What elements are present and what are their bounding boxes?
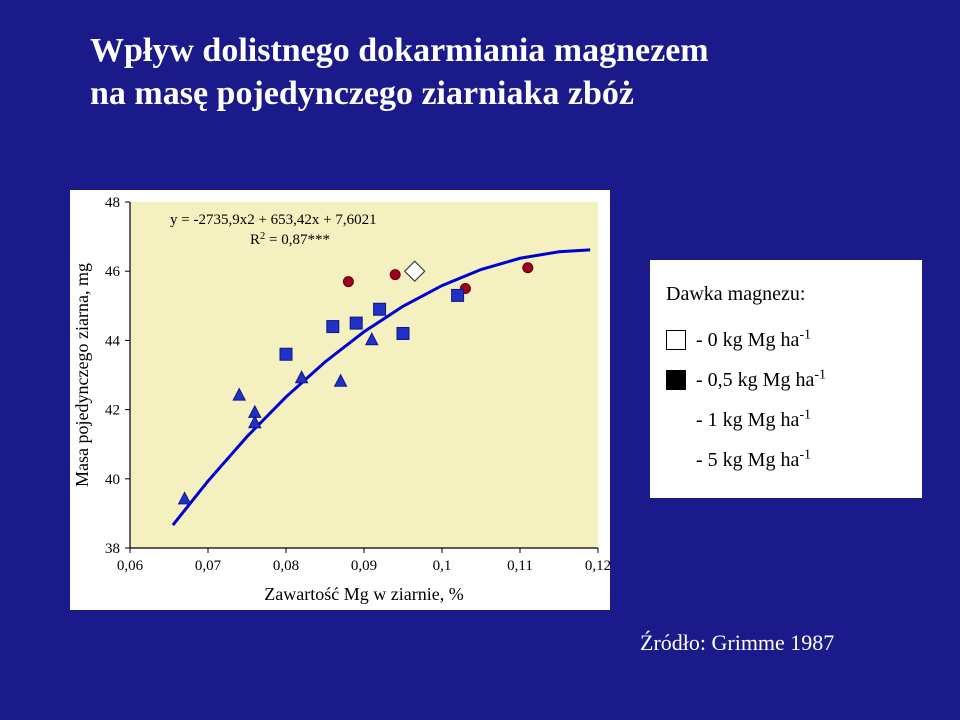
svg-text:Zawartość Mg w ziarnie, %: Zawartość Mg w ziarnie, % [264, 584, 463, 604]
title-line2: na masę pojedynczego ziarniaka zbóż [90, 73, 870, 116]
title-line1: Wpływ dolistnego dokarmiania magnezem [90, 30, 870, 73]
svg-text:y = -2735,9x2 + 653,42x + 7,60: y = -2735,9x2 + 653,42x + 7,6021 [170, 212, 377, 228]
svg-text:0,07: 0,07 [195, 558, 222, 574]
svg-text:0,06: 0,06 [117, 558, 144, 574]
source-citation: Źródło: Grimme 1987 [640, 630, 834, 656]
legend-label: - 5 kg Mg ha-1 [696, 440, 811, 480]
svg-text:44: 44 [105, 333, 121, 349]
slide-title: Wpływ dolistnego dokarmiania magnezem na… [90, 30, 870, 115]
svg-text:46: 46 [105, 264, 121, 280]
legend-label: - 0,5 kg Mg ha-1 [696, 360, 826, 400]
legend-item-2: - 1 kg Mg ha-1 [666, 400, 906, 440]
svg-text:38: 38 [105, 541, 120, 557]
legend-label: - 1 kg Mg ha-1 [696, 400, 811, 440]
svg-text:0,08: 0,08 [273, 558, 299, 574]
legend-swatch [666, 330, 686, 350]
legend-title: Dawka magnezu: [666, 274, 906, 314]
legend-label: - 0 kg Mg ha-1 [696, 320, 811, 360]
chart-svg: 38 40 42 44 46 48 0,06 0,07 0,08 0,09 0,1 0,11 0,12 Z… [70, 190, 610, 610]
svg-text:Masa pojedynczego ziarna, mg: Masa pojedynczego ziarna, mg [72, 263, 92, 487]
svg-text:0,11: 0,11 [507, 558, 533, 574]
chart: 38 40 42 44 46 48 0,06 0,07 0,08 0,09 0,1 0,11 0,12 Z… [70, 190, 610, 610]
legend-swatch [666, 370, 686, 390]
legend-item-0: - 0 kg Mg ha-1 [666, 320, 906, 360]
svg-text:0,1: 0,1 [433, 558, 452, 574]
legend-item-3: - 5 kg Mg ha-1 [666, 440, 906, 480]
svg-text:0,12: 0,12 [585, 558, 610, 574]
legend-item-1: - 0,5 kg Mg ha-1 [666, 360, 906, 400]
svg-text:40: 40 [105, 472, 120, 488]
legend-box: Dawka magnezu: - 0 kg Mg ha-1- 0,5 kg Mg… [650, 260, 922, 498]
svg-text:42: 42 [105, 403, 120, 419]
svg-text:48: 48 [105, 195, 120, 211]
svg-text:0,09: 0,09 [351, 558, 377, 574]
